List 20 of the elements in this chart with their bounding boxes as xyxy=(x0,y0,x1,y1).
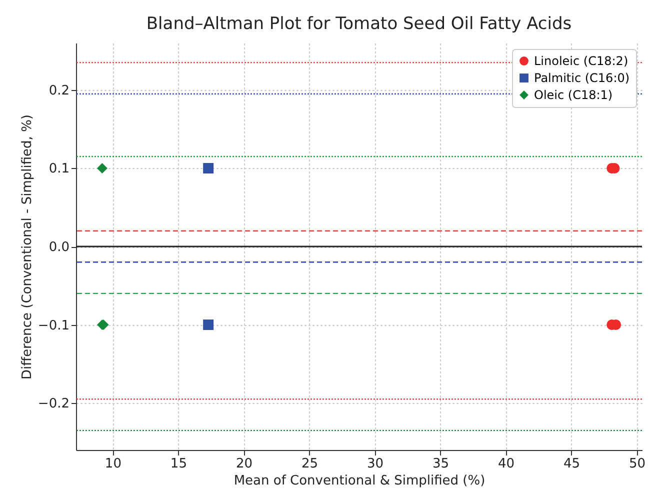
x-tick-label: 45 xyxy=(563,456,580,472)
legend-label: Palmitic (C16:0) xyxy=(534,71,630,85)
y-tick-label: −0.1 xyxy=(38,318,70,334)
y-tick-label: 0.1 xyxy=(48,162,70,177)
y-tick-label: 0.2 xyxy=(48,83,70,98)
x-tick-label: 10 xyxy=(104,456,122,472)
legend-label: Linoleic (C18:2) xyxy=(534,54,628,68)
y-tick-label: −0.2 xyxy=(38,396,70,412)
x-tick-label: 20 xyxy=(236,456,252,472)
y-tick-label: 0.0 xyxy=(48,240,70,255)
x-tick-label: 15 xyxy=(170,456,187,472)
x-tick-label: 25 xyxy=(301,456,318,472)
y-axis-title: Difference (Conventional - Simplified, %) xyxy=(20,114,35,380)
x-tick-label: 40 xyxy=(498,456,515,472)
x-tick-label: 30 xyxy=(366,456,384,472)
legend-label: Oleic (C18:1) xyxy=(534,88,613,102)
x-axis-title: Mean of Conventional & Simplified (%) xyxy=(234,474,486,488)
chart-title: Bland–Altman Plot for Tomato Seed Oil Fatty Acids xyxy=(146,14,572,34)
x-tick-label: 50 xyxy=(628,456,646,472)
x-tick-label: 35 xyxy=(432,456,450,472)
